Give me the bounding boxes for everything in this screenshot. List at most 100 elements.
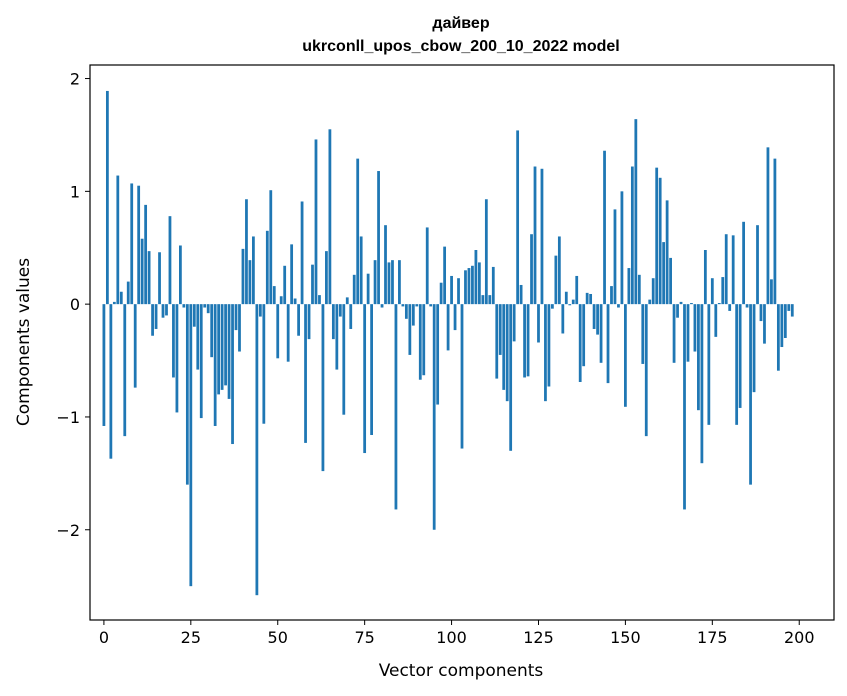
bar-144 xyxy=(603,150,606,305)
chart-title-line-1: дайвер xyxy=(432,15,489,32)
bar-52 xyxy=(283,265,287,305)
bar-49 xyxy=(272,286,276,305)
bar-181 xyxy=(731,235,735,305)
bar-85 xyxy=(398,260,401,305)
bar-83 xyxy=(391,260,394,305)
bar-146 xyxy=(610,286,613,305)
bar-139 xyxy=(585,292,589,305)
bar-47 xyxy=(265,230,269,305)
bar-21 xyxy=(175,304,179,413)
bar-193 xyxy=(773,158,777,305)
y-axis-ticks: −2 −1 0 1 2 xyxy=(56,70,90,540)
x-tick-label-150: 150 xyxy=(610,628,641,647)
bar-183 xyxy=(738,304,742,408)
bar-18 xyxy=(165,304,168,316)
bar-127 xyxy=(544,304,547,402)
bar-95 xyxy=(432,304,436,530)
bar-26 xyxy=(192,304,196,327)
bar-82 xyxy=(387,262,391,305)
bar-112 xyxy=(491,266,495,305)
bar-88 xyxy=(408,304,412,355)
bar-156 xyxy=(644,304,648,437)
bar-23 xyxy=(182,304,186,308)
bar-81 xyxy=(384,225,387,305)
bar-189 xyxy=(759,304,763,322)
bar-27 xyxy=(196,304,200,370)
bar-188 xyxy=(756,225,759,305)
bar-151 xyxy=(627,268,631,305)
bar-173 xyxy=(703,250,707,305)
bar-175 xyxy=(710,278,714,305)
bar-69 xyxy=(342,304,346,415)
bar-136 xyxy=(575,275,579,305)
bar-167 xyxy=(683,304,686,510)
bar-10 xyxy=(137,185,141,305)
bar-171 xyxy=(697,304,700,411)
bar-0 xyxy=(102,304,106,426)
bar-197 xyxy=(787,304,791,311)
bar-145 xyxy=(606,304,610,384)
bar-44 xyxy=(255,304,259,596)
bar-122 xyxy=(526,304,530,377)
x-tick-label-0: 0 xyxy=(99,628,109,647)
bar-123 xyxy=(530,234,533,305)
bar-107 xyxy=(474,250,478,305)
bar-99 xyxy=(446,304,450,351)
bar-14 xyxy=(151,304,154,336)
bar-153 xyxy=(634,119,638,305)
bar-98 xyxy=(443,246,447,305)
bar-46 xyxy=(262,304,266,424)
chart-title-line-2: ukrconll_upos_cbow_200_10_2022 model xyxy=(302,38,619,55)
bar-6 xyxy=(123,304,127,437)
bar-184 xyxy=(742,221,745,305)
bar-113 xyxy=(495,304,499,379)
bar-3 xyxy=(112,301,116,305)
bar-191 xyxy=(766,147,770,305)
bar-25 xyxy=(189,304,193,587)
bar-62 xyxy=(318,295,321,305)
bar-142 xyxy=(596,304,599,335)
bar-157 xyxy=(648,299,652,305)
bar-192 xyxy=(770,279,773,305)
x-tick-label-25: 25 xyxy=(181,628,201,647)
bar-56 xyxy=(297,304,300,336)
bar-4 xyxy=(116,175,120,305)
bar-50 xyxy=(276,304,280,359)
bar-117 xyxy=(509,304,513,451)
x-axis-label: Vector components xyxy=(379,661,544,681)
bar-37 xyxy=(231,304,234,445)
bar-93 xyxy=(425,227,429,305)
bar-172 xyxy=(700,304,704,464)
bar-71 xyxy=(349,304,353,329)
bar-109 xyxy=(481,295,485,305)
bar-24 xyxy=(185,304,189,485)
bar-101 xyxy=(453,304,457,331)
bar-68 xyxy=(338,304,342,317)
bar-126 xyxy=(540,168,544,305)
bar-106 xyxy=(471,265,474,305)
bar-9 xyxy=(133,304,137,388)
bar-48 xyxy=(269,190,273,305)
bar-16 xyxy=(158,252,161,305)
bar-114 xyxy=(498,304,502,355)
bar-185 xyxy=(745,304,749,308)
bar-79 xyxy=(377,171,380,305)
bar-132 xyxy=(561,304,565,334)
bar-51 xyxy=(279,296,283,305)
bar-131 xyxy=(557,236,561,305)
y-tick-label--2: −2 xyxy=(56,521,80,540)
bar-80 xyxy=(380,304,384,308)
bar-2 xyxy=(109,304,113,459)
bar-35 xyxy=(224,304,227,386)
x-axis-ticks: 0 25 50 75 100 125 150 175 200 xyxy=(99,620,815,647)
bar-30 xyxy=(206,304,210,314)
bar-73 xyxy=(356,158,360,305)
bar-111 xyxy=(488,295,492,305)
bar-187 xyxy=(752,304,756,393)
bar-186 xyxy=(749,304,752,485)
bar-17 xyxy=(161,304,165,318)
bar-45 xyxy=(258,304,262,317)
y-tick-label-2: 2 xyxy=(70,70,80,89)
bar-76 xyxy=(366,273,370,305)
bar-19 xyxy=(168,216,172,305)
